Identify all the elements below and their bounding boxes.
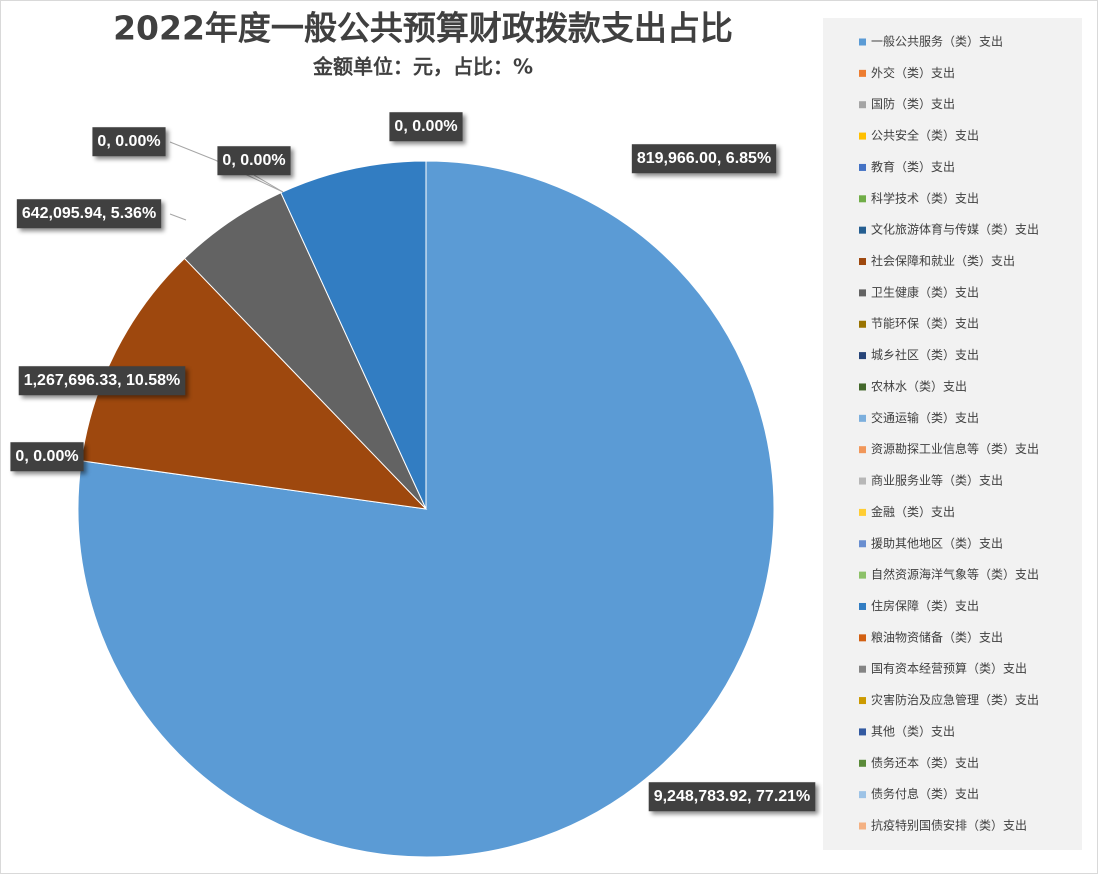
legend-swatch (859, 540, 866, 548)
data-label: 0, 0.00% (10, 442, 84, 472)
data-label-bg (631, 144, 777, 174)
data-label-bg (18, 366, 186, 396)
chart-title: 2022年度一般公共预算财政拨款支出占比 (113, 9, 733, 48)
data-label-bg (16, 199, 162, 229)
legend-label: 自然资源海洋气象等（类）支出 (871, 567, 1039, 582)
data-label: 642,095.94, 5.36% (16, 199, 162, 229)
legend-swatch (859, 759, 866, 767)
legend-label: 其他（类）支出 (871, 724, 955, 738)
legend-swatch (859, 697, 866, 705)
data-label-text: 0, 0.00% (394, 118, 457, 135)
pie-slice (280, 160, 427, 510)
legend-label: 国防（类）支出 (871, 96, 955, 111)
data-label-text: 1,267,696.33, 10.58% (24, 372, 181, 389)
legend-label: 教育（类）支出 (871, 159, 955, 174)
legend-swatch (859, 822, 866, 830)
data-label-bg (389, 112, 463, 142)
legend-swatch (859, 69, 866, 77)
legend-swatch (859, 383, 866, 391)
legend-swatch (859, 477, 866, 485)
legend-swatch (859, 289, 866, 297)
legend-label: 公共安全（类）支出 (871, 128, 979, 143)
legend-swatch (859, 195, 866, 203)
legend-swatch (859, 38, 866, 46)
legend-label: 科学技术（类）支出 (871, 190, 979, 205)
data-label-text: 0, 0.00% (222, 152, 285, 169)
legend-swatch (859, 258, 866, 266)
legend-label: 援助其他地区（类）支出 (871, 536, 1003, 550)
legend-box (823, 18, 1082, 850)
legend-swatch (859, 508, 866, 516)
legend-swatch (859, 791, 866, 799)
data-label-bg (648, 782, 816, 812)
legend-swatch (859, 602, 866, 610)
legend-label: 粮油物资储备（类）支出 (871, 629, 1003, 644)
legend-label: 灾害防治及应急管理（类）支出 (871, 692, 1039, 707)
legend-label: 社会保障和就业（类）支出 (871, 253, 1015, 268)
legend-label: 国有资本经营预算（类）支出 (871, 661, 1027, 676)
legend-label: 城乡社区（类）支出 (871, 347, 979, 362)
data-label: 0, 0.00% (92, 127, 166, 157)
legend-swatch (859, 446, 866, 454)
legend-swatch (859, 132, 866, 140)
pie-slice (77, 160, 775, 858)
legend-label: 商业服务业等（类）支出 (871, 473, 1003, 488)
legend-label: 金融（类）支出 (871, 504, 955, 519)
legend-swatch (859, 226, 866, 234)
legend-label: 农林水（类）支出 (871, 379, 967, 393)
data-label: 819,966.00, 6.85% (631, 144, 777, 174)
legend-swatch (859, 320, 866, 328)
legend-swatch (859, 728, 866, 736)
legend-swatch (859, 414, 866, 422)
pie-slice (80, 257, 428, 510)
data-label-text: 9,248,783.92, 77.21% (654, 788, 811, 805)
data-label-text: 642,095.94, 5.36% (22, 205, 156, 222)
leader-line (169, 213, 187, 221)
data-label: 0, 0.00% (389, 112, 463, 142)
data-label: 1,267,696.33, 10.58% (18, 366, 186, 396)
legend-swatch (859, 101, 866, 109)
data-label-text: 0, 0.00% (97, 133, 160, 150)
chart-subtitle: 金额单位：元，占比：% (312, 55, 533, 79)
legend-label: 资源勘探工业信息等（类）支出 (871, 441, 1039, 456)
leader-line (169, 141, 284, 193)
legend-swatch (859, 352, 866, 360)
data-label-bg (10, 442, 84, 472)
legend-label: 抗疫特别国债安排（类）支出 (871, 818, 1027, 833)
legend-label: 交通运输（类）支出 (871, 410, 979, 425)
legend-label: 住房保障（类）支出 (871, 598, 979, 613)
legend-label: 节能环保（类）支出 (871, 317, 979, 331)
legend-swatch (859, 634, 866, 642)
legend-label: 文化旅游体育与传媒（类）支出 (871, 222, 1039, 237)
data-label-text: 819,966.00, 6.85% (637, 150, 771, 167)
data-label: 9,248,783.92, 77.21% (648, 782, 816, 812)
legend-swatch (859, 163, 866, 171)
legend-label: 一般公共服务（类）支出 (871, 34, 1003, 49)
legend-label: 债务还本（类）支出 (871, 755, 979, 770)
legend-label: 债务付息（类）支出 (871, 786, 979, 801)
data-label-bg (92, 127, 166, 157)
data-label-text: 0, 0.00% (15, 448, 78, 465)
leader-line (253, 174, 284, 193)
legend-label: 卫生健康（类）支出 (871, 284, 979, 299)
legend-swatch (859, 665, 866, 673)
legend-swatch (859, 571, 866, 579)
data-label: 0, 0.00% (217, 146, 291, 176)
legend-label: 外交（类）支出 (871, 65, 955, 80)
data-label-bg (217, 146, 291, 176)
